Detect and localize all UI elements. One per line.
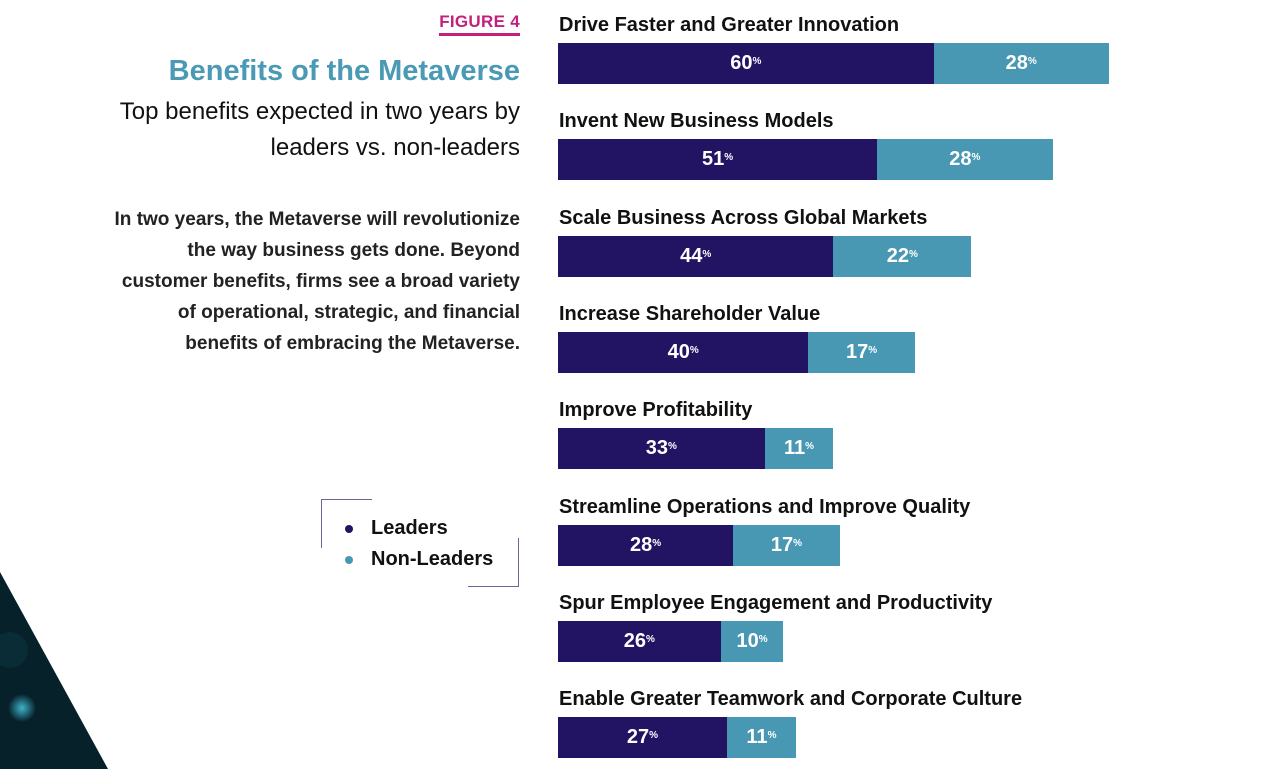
data-label: 33 bbox=[645, 437, 668, 460]
bar-non-leaders: 11% bbox=[727, 717, 796, 759]
bar-leaders: 26% bbox=[558, 620, 721, 662]
bar-non-leaders: 11% bbox=[764, 428, 834, 470]
bar-non-leaders: 17% bbox=[733, 524, 840, 566]
legend-label-leaders: Leaders bbox=[371, 517, 448, 539]
bar-leaders: 44% bbox=[558, 235, 834, 277]
data-label: 17 bbox=[846, 340, 869, 363]
bar-leaders: 27% bbox=[558, 717, 728, 759]
data-label: 11 bbox=[783, 437, 806, 460]
data-label: 22 bbox=[886, 244, 909, 267]
data-label: 10 bbox=[736, 629, 759, 652]
percent-sign: % bbox=[767, 730, 777, 742]
percent-sign: % bbox=[868, 344, 878, 356]
legend-item-non-leaders: Non-Leaders bbox=[345, 548, 493, 571]
data-label: 28 bbox=[1005, 52, 1028, 74]
percent-sign: % bbox=[702, 248, 712, 260]
chart-subtitle: Top benefits expected in two years by le… bbox=[119, 98, 520, 161]
data-label: 17 bbox=[770, 533, 794, 556]
bar-leaders: 28% bbox=[558, 524, 734, 566]
bar-leaders: 40% bbox=[558, 331, 809, 373]
category-label: Enable Greater Teamwork and Corporate Cu… bbox=[559, 688, 1023, 711]
data-label: 60 bbox=[730, 52, 753, 74]
percent-sign: % bbox=[971, 152, 981, 164]
data-label: 51 bbox=[702, 148, 725, 171]
legend-dot-non-leaders bbox=[345, 555, 353, 564]
percent-sign: % bbox=[793, 537, 803, 549]
percent-sign: % bbox=[646, 633, 655, 645]
legend-label-non-leaders: Non-Leaders bbox=[371, 548, 494, 570]
category-label: Invent New Business Models bbox=[559, 110, 834, 133]
bar-non-leaders: 17% bbox=[808, 331, 915, 373]
category-label: Increase Shareholder Value bbox=[559, 302, 821, 325]
percent-sign: % bbox=[805, 441, 815, 453]
chart-description: In two years, the Metaverse will revolut… bbox=[114, 209, 520, 354]
percent-sign: % bbox=[667, 441, 677, 453]
bar-leaders: 60% bbox=[558, 43, 934, 84]
data-label: 44 bbox=[680, 244, 703, 267]
data-label: 11 bbox=[746, 726, 768, 749]
percent-sign: % bbox=[649, 730, 659, 742]
category-label: Spur Employee Engagement and Productivit… bbox=[559, 591, 993, 614]
bar-non-leaders: 28% bbox=[877, 139, 1053, 181]
bar-non-leaders: 10% bbox=[720, 620, 784, 662]
percent-sign: % bbox=[724, 152, 734, 164]
category-label: Drive Faster and Greater Innovation bbox=[559, 14, 900, 36]
legend-item-leaders: Leaders bbox=[345, 517, 448, 540]
bar-leaders: 33% bbox=[558, 428, 765, 470]
category-label: Streamline Operations and Improve Qualit… bbox=[559, 495, 971, 518]
data-label: 26 bbox=[623, 629, 647, 652]
legend-bracket-bottom-right bbox=[468, 538, 519, 587]
legend-bracket-top-left bbox=[321, 499, 372, 548]
data-label: 40 bbox=[667, 340, 690, 363]
bar-non-leaders: 22% bbox=[833, 235, 972, 277]
percent-sign: % bbox=[908, 248, 918, 260]
legend: Leaders Non-Leaders bbox=[321, 499, 519, 587]
percent-sign: % bbox=[652, 537, 662, 549]
figure-label: FIGURE 4 bbox=[439, 12, 520, 36]
legend-dot-leaders bbox=[345, 524, 353, 533]
category-label: Improve Profitability bbox=[559, 399, 753, 422]
data-label: 28 bbox=[630, 533, 653, 556]
data-label: 28 bbox=[949, 148, 972, 171]
percent-sign: % bbox=[1027, 56, 1037, 67]
percent-sign: % bbox=[689, 344, 699, 356]
chart-title: Benefits of the Metaverse bbox=[168, 55, 520, 87]
category-label: Scale Business Across Global Markets bbox=[559, 206, 928, 229]
percent-sign: % bbox=[758, 633, 768, 645]
data-label: 27 bbox=[626, 726, 650, 749]
bar-non-leaders: 28% bbox=[933, 43, 1109, 84]
percent-sign: % bbox=[752, 56, 762, 67]
bar-leaders: 51% bbox=[558, 139, 878, 181]
